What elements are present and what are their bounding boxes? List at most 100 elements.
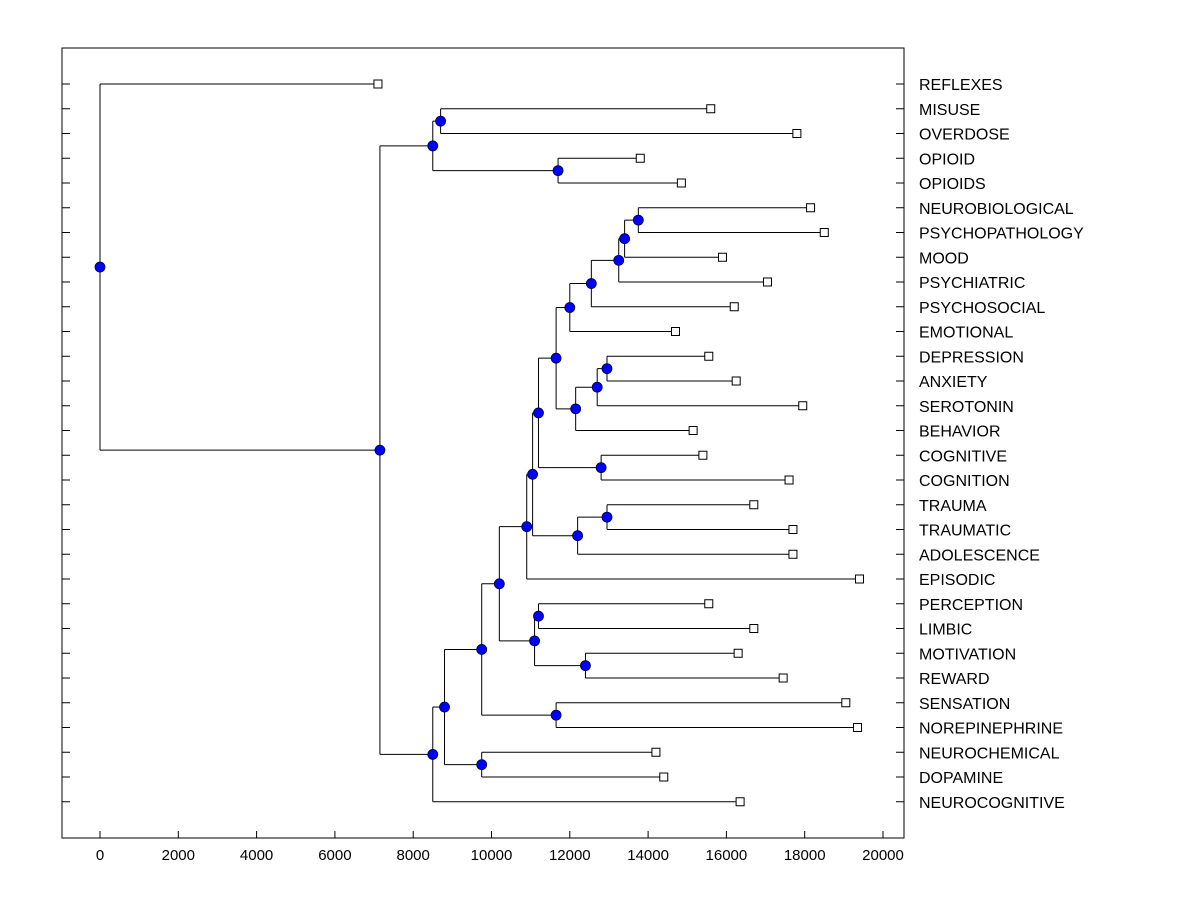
leaf-label-reflexes: REFLEXES [919,77,1003,94]
leaf-marker-motivation [733,648,743,658]
leaf-marker-psychiatric [763,277,773,287]
merge-node-n18 [521,521,533,533]
leaf-marker-neurocognitive [735,797,745,807]
leaf-marker-cognitive [698,450,708,460]
x-tick-label-14000: 14000 [627,847,669,864]
leaf-marker-dopamine [659,772,669,782]
leaf-label-adolescence: ADOLESCENCE [919,547,1040,564]
leaf-label-perception: PERCEPTION [919,597,1023,614]
merge-node-n22 [493,578,505,590]
leaf-marker-sensation [841,698,851,708]
leaf-marker-psychosocial [729,302,739,312]
merge-node-n6 [613,254,625,266]
leaf-marker-limbic [749,624,759,633]
leaf-marker-norepinephrine [853,723,863,732]
merge-node-n4 [632,214,644,226]
merge-node-n1 [435,115,447,127]
leaf-label-reward: REWARD [919,671,990,688]
merge-node-n28 [374,444,386,456]
x-tick-label-2000: 2000 [162,847,195,864]
leaf-label-depression: DEPRESSION [919,349,1024,366]
leaf-markers [373,79,865,807]
leaf-label-motivation: MOTIVATION [919,646,1016,663]
merge-node-n17 [527,468,539,480]
leaf-label-misuse: MISUSE [919,102,980,119]
x-axis: 0 2000 4000 6000 8000 10000 12000 14000 16000 180… [96,831,904,864]
leaf-marker-neurobiological [806,203,816,213]
merge-node-n16 [572,530,584,542]
merge-node-n19 [533,610,544,622]
leaf-marker-episodic [855,574,865,584]
leaf-marker-reflexes [373,79,383,89]
leaf-label-emotional: EMOTIONAL [919,325,1013,342]
leaf-label-traumatic: TRAUMATIC [919,523,1011,540]
leaf-marker-psychopathology [819,228,829,237]
leaf-marker-perception [704,599,714,609]
merge-node-n10 [591,381,603,393]
leaf-marker-anxiety [731,376,741,386]
merge-node-n12 [550,352,562,364]
x-tick-label-16000: 16000 [706,847,748,864]
merge-node-n14 [533,407,544,419]
leaf-label-neurochemical: NEUROCHEMICAL [919,745,1060,762]
leaf-marker-adolescence [788,549,798,559]
leaf-label-neurocognitive: NEUROCOGNITIVE [919,795,1065,812]
x-tick-label-4000: 4000 [240,847,273,864]
leaf-marker-mood [717,252,727,262]
leaf-label-norepinephrine: NOREPINEPHRINE [919,721,1063,738]
leaf-label-mood: MOOD [919,250,969,267]
leaf-marker-overdose [792,129,802,138]
leaf-label-psychiatric: PSYCHIATRIC [919,275,1025,292]
merge-node-n27 [427,748,439,760]
leaf-labels: REFLEXES MISUSE OVERDOSE OPIOID OPIOIDS NEURO… [919,77,1084,812]
merge-node-n3 [427,140,439,152]
leaf-label-psychosocial: PSYCHOSOCIAL [919,300,1045,317]
merge-node-n9 [601,363,613,375]
merge-node-n25 [476,759,488,771]
x-tick-label-18000: 18000 [784,847,826,864]
merge-node-n24 [476,644,488,655]
leaf-marker-neurochemical [651,747,661,757]
leaf-label-trauma: TRAUMA [919,498,987,515]
leaf-label-overdose: OVERDOSE [919,127,1010,144]
x-tick-label-6000: 6000 [318,847,351,864]
leaf-marker-traumatic [788,525,798,534]
merge-node-n20 [580,660,591,672]
leaf-label-sensation: SENSATION [919,696,1010,713]
leaf-label-dopamine: DOPAMINE [919,770,1003,787]
leaf-label-psychopathology: PSYCHOPATHOLOGY [919,226,1084,243]
leaf-marker-opioids [676,178,686,188]
leaf-label-limbic: LIMBIC [919,622,972,639]
leaf-label-anxiety: ANXIETY [919,374,988,391]
leaf-marker-serotonin [798,401,808,411]
merge-node-root [94,261,106,273]
branches [99,83,860,803]
leaf-label-episodic: EPISODIC [919,572,995,589]
x-tick-label-10000: 10000 [471,847,513,864]
x-tick-label-0: 0 [96,847,104,864]
merge-node-n23 [550,709,562,721]
merge-node-n11 [570,403,582,415]
leaf-label-behavior: BEHAVIOR [919,424,1001,441]
leaf-marker-reward [778,673,788,683]
leaf-marker-depression [704,351,714,361]
x-tick-label-20000: 20000 [862,847,904,864]
merge-node-n5 [619,233,631,245]
leaf-marker-emotional [671,327,681,336]
leaf-label-neurobiological: NEUROBIOLOGICAL [919,201,1074,218]
leaf-marker-opioid [635,153,645,163]
leaf-label-opioid: OPIOID [919,151,975,168]
leaf-label-cognition: COGNITION [919,473,1010,490]
merge-node-n21 [529,635,540,647]
leaf-label-cognitive: COGNITIVE [919,448,1007,465]
leaf-marker-cognition [784,475,794,485]
merge-node-n13 [595,462,607,474]
merge-node-n7 [585,278,597,289]
x-tick-label-12000: 12000 [549,847,591,864]
x-tick-label-8000: 8000 [397,847,430,864]
leaf-label-opioids: OPIOIDS [919,176,986,193]
merge-node-n26 [439,701,450,713]
merge-node-n8 [564,302,576,313]
y-axis-ticks [62,83,904,803]
